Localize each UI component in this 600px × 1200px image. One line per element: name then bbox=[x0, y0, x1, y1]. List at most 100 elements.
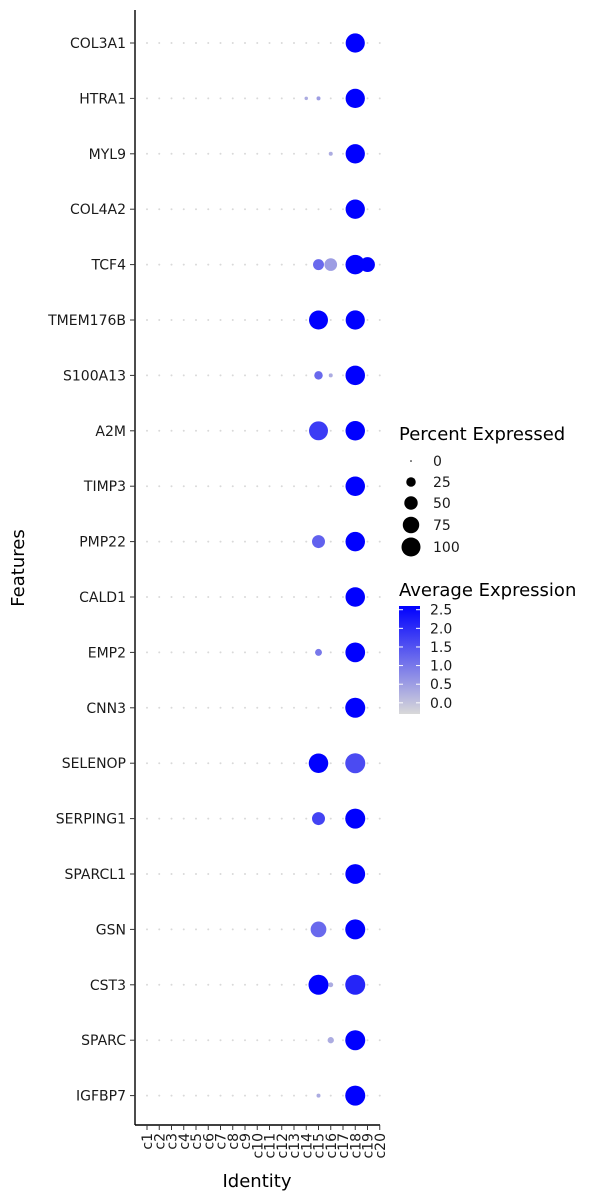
dot-SERPING1-c20 bbox=[378, 817, 381, 820]
dot-IGFBP7-c9 bbox=[244, 1094, 246, 1097]
dot-EMP2-c1 bbox=[146, 651, 148, 654]
dot-GSN-c20 bbox=[378, 928, 381, 931]
dot-CNN3-c4 bbox=[182, 706, 185, 709]
dot-EMP2-c19 bbox=[366, 651, 369, 654]
dot-COL4A2-c12 bbox=[280, 208, 283, 211]
dot-COL4A2-c3 bbox=[170, 208, 173, 211]
size-legend-dot-0 bbox=[410, 460, 412, 462]
x-tick-label-c11: c11 bbox=[263, 1133, 279, 1159]
dot-PMP22-c1 bbox=[146, 540, 148, 543]
dot-EMP2-c14 bbox=[305, 651, 308, 654]
dot-COL4A2-c8 bbox=[231, 208, 234, 211]
dot-EMP2-c5 bbox=[195, 651, 197, 654]
dot-SPARC-c10 bbox=[256, 1039, 259, 1042]
dot-SELENOP-c7 bbox=[219, 762, 222, 765]
dot-SERPING1-c2 bbox=[158, 817, 161, 820]
dot-SPARCL1-c12 bbox=[280, 873, 283, 875]
dot-CST3-c12 bbox=[280, 983, 283, 986]
dot-EMP2-c17 bbox=[342, 651, 344, 654]
dot-CST3-c3 bbox=[170, 983, 173, 986]
dot-HTRA1-c16 bbox=[329, 97, 332, 100]
dot-SPARC-c7 bbox=[219, 1039, 222, 1042]
size-legend-dot-100 bbox=[401, 537, 421, 557]
dot-TCF4-c15 bbox=[313, 259, 324, 271]
x-tick-label-c1: c1 bbox=[140, 1133, 156, 1150]
dot-SERPING1-c14 bbox=[305, 817, 308, 820]
dot-A2M-c13 bbox=[293, 429, 295, 432]
dot-S100A13-c8 bbox=[231, 374, 234, 377]
dot-TIMP3-c17 bbox=[342, 485, 344, 488]
size-legend-label-50: 50 bbox=[433, 496, 451, 512]
dot-PMP22-c13 bbox=[293, 540, 295, 543]
y-tick-label-MYL9: MYL9 bbox=[89, 147, 126, 163]
dot-HTRA1-c12 bbox=[280, 97, 283, 100]
dot-SPARCL1-c19 bbox=[366, 873, 369, 875]
dot-SELENOP-c16 bbox=[329, 762, 332, 765]
dot-IGFBP7-c3 bbox=[170, 1094, 173, 1097]
dot-SPARCL1-c15 bbox=[317, 873, 320, 875]
dot-S100A13-c16 bbox=[328, 373, 333, 378]
color-legend-label-0: 0.0 bbox=[430, 696, 452, 712]
dot-SERPING1-c5 bbox=[195, 817, 197, 820]
dot-A2M-c1 bbox=[146, 429, 148, 432]
dot-CST3-c4 bbox=[182, 983, 185, 986]
dot-A2M-c7 bbox=[219, 429, 222, 432]
y-tick-label-TIMP3: TIMP3 bbox=[83, 479, 126, 495]
dot-PMP22-c17 bbox=[342, 540, 344, 543]
dot-COL4A2-c18 bbox=[345, 199, 365, 219]
dot-SERPING1-c8 bbox=[231, 817, 234, 820]
dot-IGFBP7-c11 bbox=[268, 1094, 271, 1097]
dot-A2M-c3 bbox=[170, 429, 173, 432]
dot-TMEM176B-c2 bbox=[158, 319, 161, 321]
dot-SELENOP-c6 bbox=[207, 762, 210, 765]
y-tick-label-CNN3: CNN3 bbox=[86, 701, 126, 717]
dot-CST3-c11 bbox=[268, 983, 271, 986]
dot-CST3-c2 bbox=[158, 983, 161, 986]
dot-COL4A2-c10 bbox=[256, 208, 259, 211]
dot-CNN3-c2 bbox=[158, 706, 161, 709]
x-tick-label-c3: c3 bbox=[165, 1133, 181, 1150]
dot-CST3-c14 bbox=[305, 983, 308, 986]
dot-TCF4-c10 bbox=[256, 263, 259, 266]
dot-GSN-c16 bbox=[329, 928, 332, 931]
dot-COL3A1-c12 bbox=[280, 42, 283, 44]
size-legend: Percent Expressed 0 25 50 75 100 bbox=[399, 424, 565, 557]
dot-CALD1-c16 bbox=[329, 596, 332, 598]
dot-EMP2-c20 bbox=[378, 651, 381, 654]
dot-MYL9-c16 bbox=[328, 151, 333, 156]
dot-CNN3-c20 bbox=[378, 706, 381, 709]
dot-CST3-c7 bbox=[219, 983, 222, 986]
dot-PMP22-c14 bbox=[305, 540, 308, 543]
dot-SPARCL1-c3 bbox=[170, 873, 173, 875]
dot-PMP22-c3 bbox=[170, 540, 173, 543]
dot-TIMP3-c3 bbox=[170, 485, 173, 488]
dot-PMP22-c7 bbox=[219, 540, 222, 543]
dot-MYL9-c1 bbox=[146, 152, 148, 155]
dot-SERPING1-c9 bbox=[244, 817, 246, 820]
dot-TMEM176B-c3 bbox=[170, 319, 173, 321]
dot-SELENOP-c2 bbox=[158, 762, 161, 765]
dot-HTRA1-c11 bbox=[268, 97, 271, 100]
dot-IGFBP7-c19 bbox=[366, 1094, 369, 1097]
dot-CALD1-c17 bbox=[342, 596, 344, 598]
dot-SELENOP-c9 bbox=[244, 762, 246, 765]
dot-SERPING1-c17 bbox=[342, 817, 344, 820]
dot-COL4A2-c14 bbox=[305, 208, 308, 211]
dot-SPARC-c4 bbox=[182, 1039, 185, 1042]
x-tick-label-c15: c15 bbox=[312, 1133, 328, 1159]
dot-CST3-c9 bbox=[244, 983, 246, 986]
dot-SPARC-c13 bbox=[293, 1039, 295, 1042]
dot-GSN-c2 bbox=[158, 928, 161, 931]
dot-TMEM176B-c19 bbox=[366, 319, 369, 321]
dot-SPARCL1-c20 bbox=[378, 873, 381, 875]
y-tick-label-CALD1: CALD1 bbox=[79, 590, 126, 606]
dot-A2M-c8 bbox=[231, 429, 234, 432]
dot-PMP22-c16 bbox=[329, 540, 332, 543]
dot-COL3A1-c6 bbox=[207, 42, 210, 44]
dot-SERPING1-c3 bbox=[170, 817, 173, 820]
dot-GSN-c3 bbox=[170, 928, 173, 931]
dot-GSN-c18 bbox=[345, 919, 366, 940]
x-tick-label-c6: c6 bbox=[201, 1133, 217, 1150]
dot-MYL9-c14 bbox=[305, 152, 308, 155]
